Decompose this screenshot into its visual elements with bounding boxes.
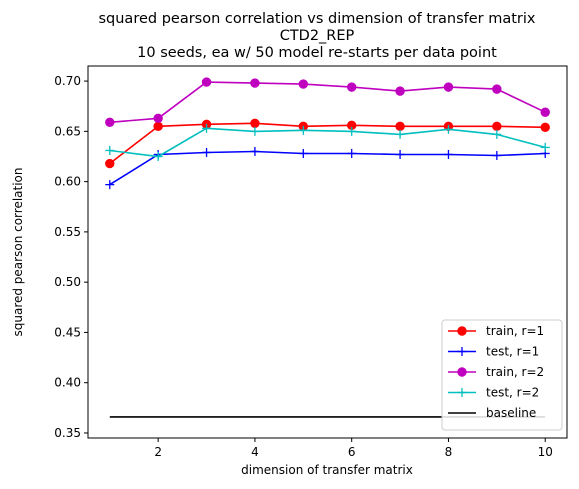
y-tick-label: 0.45 bbox=[54, 325, 81, 339]
x-tick-label: 2 bbox=[154, 445, 162, 459]
data-point-circle bbox=[250, 78, 260, 88]
y-axis: 0.35 0.40 0.45 0.50 0.55 0.60 0.65 0.70 bbox=[54, 74, 88, 440]
x-axis: 2 4 6 8 10 bbox=[154, 438, 553, 459]
series-3 bbox=[105, 123, 550, 161]
data-point-circle bbox=[443, 82, 454, 92]
data-point-circle bbox=[105, 158, 115, 169]
chart-title: squared pearson correlation vs dimension… bbox=[98, 11, 535, 61]
series-2 bbox=[105, 77, 550, 128]
data-point-plus bbox=[457, 388, 467, 397]
plot-area bbox=[87, 65, 568, 439]
data-point-circle bbox=[395, 86, 405, 96]
data-point-plus bbox=[105, 145, 115, 155]
data-point-circle bbox=[153, 113, 163, 123]
data-point-plus bbox=[347, 148, 357, 158]
data-point-plus bbox=[540, 142, 550, 152]
y-tick-label: 0.50 bbox=[54, 275, 81, 289]
data-point-plus bbox=[298, 148, 308, 158]
y-tick-label: 0.70 bbox=[54, 74, 81, 88]
data-point-circle bbox=[105, 117, 115, 128]
data-point-plus bbox=[202, 147, 212, 157]
series-line bbox=[109, 122, 546, 165]
data-point-plus bbox=[298, 125, 308, 135]
legend-label: baseline bbox=[486, 406, 536, 420]
y-axis-label: squared pearson correlation bbox=[11, 167, 25, 336]
legend-box bbox=[441, 319, 563, 431]
y-tick-label: 0.40 bbox=[54, 376, 81, 390]
y-tick-label: 0.35 bbox=[54, 426, 81, 440]
data-point-plus bbox=[250, 126, 260, 136]
data-point-circle bbox=[250, 118, 260, 129]
data-point-plus bbox=[443, 149, 453, 159]
y-tick-label: 0.55 bbox=[54, 225, 81, 239]
x-tick-label: 4 bbox=[251, 445, 259, 459]
legend-entry: test, r=2 bbox=[448, 386, 539, 400]
data-point-circle bbox=[395, 121, 405, 132]
series-line bbox=[109, 127, 546, 158]
x-axis-label: dimension of transfer matrix bbox=[241, 463, 413, 477]
title-line-2: CTD2_REP bbox=[280, 28, 355, 44]
legend-label: train, r=2 bbox=[486, 365, 544, 379]
data-point-plus bbox=[492, 129, 502, 139]
y-tick-label: 0.65 bbox=[54, 124, 81, 138]
data-point-circle bbox=[201, 77, 212, 87]
data-point-circle bbox=[457, 326, 467, 336]
title-line-1: squared pearson correlation vs dimension… bbox=[98, 11, 535, 27]
series-line bbox=[109, 81, 546, 124]
title-line-3: 10 seeds, ea w/ 50 model re-starts per d… bbox=[137, 45, 497, 61]
legend-entry: train, r=2 bbox=[448, 365, 544, 379]
data-point-circle bbox=[540, 107, 550, 117]
legend-label: test, r=1 bbox=[486, 345, 539, 359]
data-point-plus bbox=[153, 151, 163, 161]
data-point-circle bbox=[153, 121, 163, 132]
data-point-plus bbox=[395, 149, 405, 159]
data-point-circle bbox=[346, 82, 357, 92]
data-point-circle bbox=[298, 79, 309, 89]
data-point-plus bbox=[443, 124, 453, 134]
data-point-circle bbox=[540, 122, 550, 133]
legend-entry: test, r=1 bbox=[448, 345, 539, 359]
series-1 bbox=[105, 146, 550, 190]
series-line bbox=[109, 150, 546, 186]
data-point-circle bbox=[492, 121, 502, 132]
data-point-plus bbox=[457, 347, 467, 356]
x-tick-label: 10 bbox=[538, 445, 553, 459]
data-point-plus bbox=[347, 126, 357, 136]
legend-label: test, r=2 bbox=[486, 386, 539, 400]
data-point-circle bbox=[457, 367, 467, 377]
data-point-plus bbox=[105, 180, 115, 190]
data-point-plus bbox=[202, 123, 212, 133]
data-point-plus bbox=[250, 146, 260, 156]
series-0 bbox=[105, 118, 550, 169]
data-point-circle bbox=[492, 84, 502, 94]
legend-entry: train, r=1 bbox=[448, 324, 544, 338]
x-tick-label: 6 bbox=[348, 445, 356, 459]
legend-entry: baseline bbox=[448, 406, 536, 420]
data-point-plus bbox=[492, 150, 502, 160]
legend: train, r=1 test, r=1 train, r=2 test, r=2 ba… bbox=[441, 319, 563, 431]
legend-label: train, r=1 bbox=[486, 324, 544, 338]
data-point-plus bbox=[395, 129, 405, 139]
y-tick-label: 0.60 bbox=[54, 175, 81, 189]
x-tick-label: 8 bbox=[445, 445, 453, 459]
